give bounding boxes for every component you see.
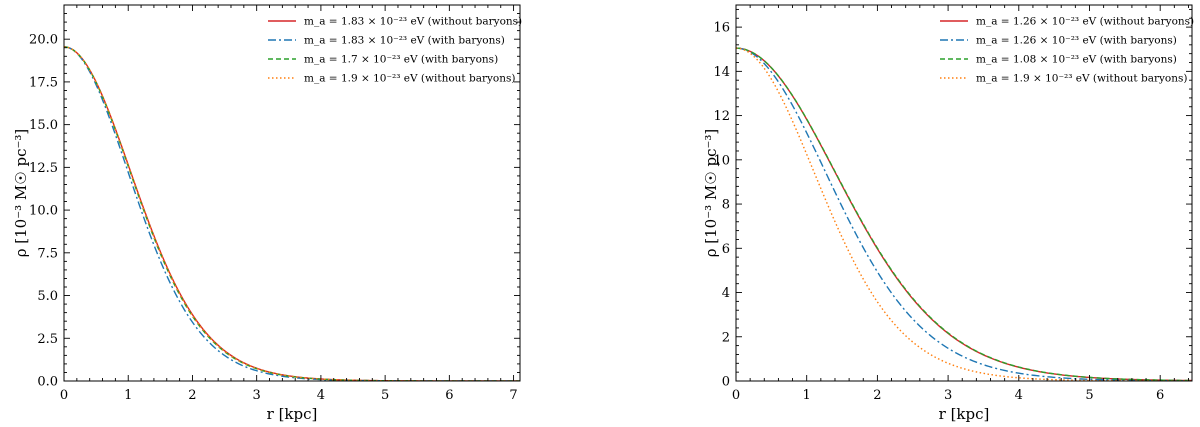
series-line-3 bbox=[736, 47, 1192, 381]
x-tick-label: 0 bbox=[732, 388, 740, 403]
y-tick-label: 7.5 bbox=[37, 246, 58, 261]
y-tick-label: 10 bbox=[713, 153, 730, 168]
x-tick-label: 3 bbox=[944, 388, 952, 403]
x-tick-label: 4 bbox=[1015, 388, 1023, 403]
y-tick-label: 12.5 bbox=[29, 161, 58, 176]
legend-label: m_a = 1.26 × 10⁻²³ eV (with baryons) bbox=[976, 35, 1177, 47]
y-tick-label: 16 bbox=[713, 21, 730, 36]
y-tick-label: 14 bbox=[713, 65, 730, 80]
x-tick-label: 0 bbox=[60, 388, 68, 403]
legend-label: m_a = 1.83 × 10⁻²³ eV (with baryons) bbox=[304, 35, 505, 47]
series-line-2 bbox=[64, 46, 520, 381]
y-tick-label: 2.5 bbox=[37, 332, 58, 347]
y-axis-label: ρ [10⁻³ M☉ pc⁻³] bbox=[702, 129, 720, 258]
series-line-3 bbox=[64, 46, 520, 381]
y-tick-label: 12 bbox=[713, 109, 730, 124]
legend: m_a = 1.83 × 10⁻²³ eV (without baryons) m… bbox=[268, 16, 522, 85]
x-tick-label: 6 bbox=[445, 388, 453, 403]
series-group bbox=[736, 47, 1192, 381]
y-tick-label: 20.0 bbox=[29, 33, 58, 48]
x-tick-label: 1 bbox=[803, 388, 811, 403]
y-axis-label: ρ [10⁻³ M☉ pc⁻³] bbox=[12, 129, 30, 258]
x-tick-label: 3 bbox=[253, 388, 261, 403]
x-tick-label: 2 bbox=[873, 388, 881, 403]
legend-label: m_a = 1.9 × 10⁻²³ eV (without baryons) bbox=[304, 73, 515, 85]
x-tick-label: 4 bbox=[317, 388, 325, 403]
series-line-4 bbox=[736, 47, 1192, 381]
x-axis-label: r [kpc] bbox=[939, 405, 990, 423]
legend-label: m_a = 1.7 × 10⁻²³ eV (with baryons) bbox=[304, 54, 498, 66]
y-tick-label: 4 bbox=[722, 286, 730, 301]
x-axis-label: r [kpc] bbox=[267, 405, 318, 423]
series-line-4 bbox=[64, 46, 520, 381]
axes-frame bbox=[735, 4, 1193, 382]
y-tick-label: 0 bbox=[722, 375, 730, 390]
y-tick-label: 8 bbox=[722, 198, 730, 213]
x-tick-label: 2 bbox=[188, 388, 196, 403]
y-tick-label: 6 bbox=[722, 242, 730, 257]
x-tick-label: 1 bbox=[124, 388, 132, 403]
x-tick-label: 5 bbox=[1085, 388, 1093, 403]
y-tick-label: 15.0 bbox=[29, 118, 58, 133]
y-tick-label: 2 bbox=[722, 330, 730, 345]
x-tick-label: 5 bbox=[381, 388, 389, 403]
y-tick-label: 17.5 bbox=[29, 75, 58, 90]
y-tick-label: 10.0 bbox=[29, 204, 58, 219]
series-line-1 bbox=[64, 46, 520, 381]
x-tick-label: 6 bbox=[1156, 388, 1164, 403]
legend-label: m_a = 1.83 × 10⁻²³ eV (without baryons) bbox=[304, 16, 522, 28]
legend: m_a = 1.26 × 10⁻²³ eV (without baryons) m… bbox=[940, 16, 1194, 85]
series-group bbox=[64, 46, 520, 381]
y-tick-label: 0.0 bbox=[37, 375, 58, 390]
legend-label: m_a = 1.9 × 10⁻²³ eV (without baryons) bbox=[976, 73, 1187, 85]
x-tick-label: 7 bbox=[509, 388, 517, 403]
series-line-2 bbox=[736, 47, 1192, 381]
legend-label: m_a = 1.26 × 10⁻²³ eV (without baryons) bbox=[976, 16, 1194, 28]
chart-panel-1: 0 1 2 3 4 5 6 7 0.0 2.5 5.0 7.5 10.0 12.5 15.0 17.5 20.0… bbox=[12, 4, 522, 423]
legend-label: m_a = 1.08 × 10⁻²³ eV (with baryons) bbox=[976, 54, 1177, 66]
series-line-1 bbox=[736, 47, 1192, 381]
y-tick-label: 5.0 bbox=[37, 289, 58, 304]
